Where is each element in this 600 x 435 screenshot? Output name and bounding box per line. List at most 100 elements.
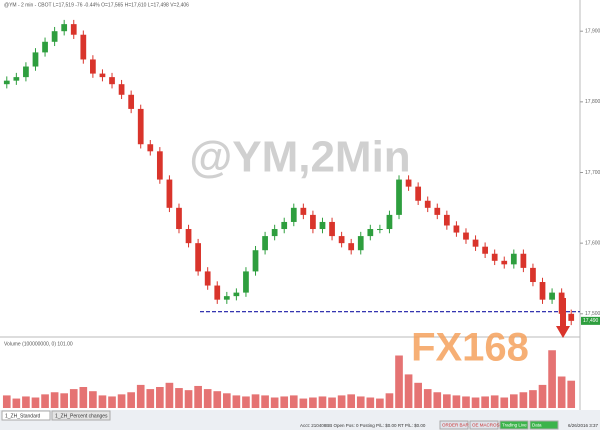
candle-body (137, 108, 144, 145)
status-button-label[interactable]: ORDER BAR (442, 423, 470, 428)
candle-body (319, 221, 326, 230)
tab[interactable] (1, 410, 51, 421)
candle-body (80, 34, 87, 60)
volume-bar (509, 394, 518, 408)
candle-body (13, 77, 20, 81)
y-tick-label: 17,600 (585, 240, 600, 246)
chart-header: @YM - 2 min - CBOT L=17,519 -76 -0.44% O… (4, 2, 189, 8)
candle-body (424, 200, 431, 208)
status-button[interactable] (439, 420, 469, 430)
status-button-label[interactable]: Data (532, 423, 542, 428)
arrow-shaft (560, 298, 566, 326)
candle-body (377, 229, 383, 231)
status-button-label[interactable]: Trading Live (502, 423, 527, 428)
volume-bar (490, 395, 499, 408)
y-tick-label: 17,500 (585, 311, 600, 317)
candle-body (176, 207, 182, 230)
y-tick-label: 17,900 (585, 29, 600, 35)
candle-body (204, 271, 211, 286)
volume-bar (127, 392, 135, 408)
volume-bar (146, 389, 155, 408)
volume-bar (443, 394, 451, 408)
volume-bar (433, 392, 442, 408)
candle-body (281, 221, 288, 230)
account-info: Acct: 210408BB Open Pos: 0 Posting P/L: … (300, 423, 426, 428)
volume-bar (69, 389, 78, 408)
tab[interactable] (51, 410, 111, 421)
tab-label[interactable]: 1_ZH_Percent changes (55, 413, 108, 419)
volume-bar (404, 374, 413, 408)
candle-body (252, 250, 259, 272)
volume-bar (22, 396, 30, 408)
volume-bar (471, 397, 480, 408)
tab-label[interactable]: 1_ZH_Standard (5, 413, 41, 419)
y-tick-label: 17,800 (585, 99, 600, 105)
candle-body (128, 94, 135, 109)
volume-bar (366, 397, 375, 408)
candle-body (271, 229, 278, 237)
candle-body (568, 313, 575, 321)
volume-bar (529, 390, 537, 408)
volume-bar (261, 395, 269, 408)
volume-bar (481, 396, 489, 408)
candle-body (243, 271, 249, 293)
candle-body (491, 253, 498, 261)
candle-body (329, 221, 335, 237)
volume-bar (108, 396, 116, 408)
volume-bar (309, 397, 317, 408)
candle-body (520, 253, 527, 268)
volume-bar (41, 394, 49, 408)
status-button-label[interactable]: OE MACROS (472, 423, 500, 428)
candle-body (109, 77, 115, 85)
volume-bar (462, 396, 470, 408)
candle-body (530, 267, 536, 283)
volume-label: Volume (100000000, 0) 101.00 (4, 341, 73, 347)
last-price-box (581, 316, 600, 325)
volume-bar (414, 382, 422, 408)
candle-body (453, 225, 460, 233)
volume-bar (242, 396, 250, 408)
volume-bar (356, 396, 365, 408)
volume-bar (395, 355, 403, 408)
candle-body (214, 285, 221, 300)
volume-bar (270, 397, 279, 408)
volume-bar (337, 395, 346, 408)
volume-bar (117, 394, 126, 408)
candle-body (61, 24, 68, 32)
volume-bar (452, 395, 461, 408)
volume-bar (548, 350, 556, 408)
volume-bar (165, 382, 174, 408)
candle-body (482, 246, 488, 254)
volume-bar (299, 398, 308, 408)
candle-body (3, 80, 10, 85)
volume-bar (2, 395, 11, 408)
volume-bar (98, 395, 107, 408)
candle-body (434, 207, 441, 215)
candle-body (386, 214, 393, 230)
candle-body (118, 84, 125, 95)
volume-bar (175, 388, 183, 408)
candle-body (147, 144, 154, 152)
candle-body (463, 232, 469, 240)
candle-body (415, 186, 422, 201)
volume-bar (79, 387, 88, 408)
candle-body (99, 73, 106, 78)
brand-watermark: FX168 (411, 326, 529, 370)
candle-body (367, 229, 374, 237)
candle-body (262, 236, 268, 251)
candle-body (357, 236, 364, 251)
volume-bar (232, 395, 241, 408)
candle-body (338, 236, 345, 244)
status-button[interactable] (529, 420, 559, 430)
candle-body (32, 52, 39, 67)
status-button[interactable] (499, 420, 529, 430)
volume-bar (347, 394, 356, 408)
volume-bar (500, 397, 509, 408)
volume-bar (423, 389, 432, 408)
volume-bar (385, 393, 394, 408)
volume-bar (60, 393, 69, 408)
volume-bar (289, 395, 298, 408)
status-button[interactable] (469, 420, 499, 430)
